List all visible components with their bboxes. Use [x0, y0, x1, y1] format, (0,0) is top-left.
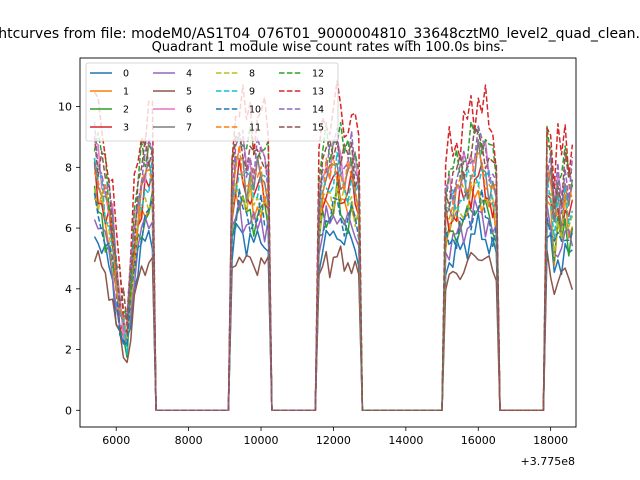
y-tick-label: 6 [65, 222, 72, 235]
chart-title: Quadrant 1 module wise count rates with … [152, 40, 505, 55]
x-tick-label: 14000 [388, 434, 423, 447]
y-tick-label: 10 [58, 101, 72, 114]
series-line-module-14 [93, 122, 574, 412]
legend-label: 1 [123, 87, 129, 98]
legend-label: 0 [123, 69, 129, 80]
x-tick-label: 12000 [316, 434, 351, 447]
x-tick-label: 10000 [244, 434, 279, 447]
y-tick-label: 0 [65, 404, 72, 417]
legend-label: 8 [249, 69, 255, 80]
y-tick-label: 4 [65, 283, 72, 296]
legend-box [85, 62, 339, 142]
series-line-module-0 [93, 212, 573, 412]
legend-label: 4 [186, 69, 192, 80]
legend-label: 11 [249, 123, 261, 134]
legend-label: 9 [249, 87, 255, 98]
series-line-module-15 [93, 126, 574, 412]
x-tick-label: 18000 [533, 434, 568, 447]
x-axis-ticks: 6000 8000 10000 12000 14000 16000 18000 [102, 427, 568, 447]
legend-label: 6 [186, 105, 192, 116]
y-axis-ticks: 0 2 4 6 8 10 [58, 101, 80, 417]
y-tick-label: 8 [65, 161, 72, 174]
y-tick-label: 2 [65, 344, 72, 357]
legend-label: 13 [312, 87, 324, 98]
x-axis-offset-label: +3.775e8 [521, 455, 575, 468]
x-tick-label: 6000 [102, 434, 130, 447]
legend-label: 5 [186, 87, 192, 98]
legend-label: 3 [123, 123, 129, 134]
legend-label: 15 [312, 123, 324, 134]
series-line-module-10 [93, 188, 574, 412]
x-tick-label: 8000 [175, 434, 203, 447]
legend-label: 12 [312, 69, 324, 80]
series-line-module-9 [93, 151, 574, 412]
figure-suptitle: Lightcurves from file: modeM0/AS1T04_076… [0, 26, 640, 42]
axes-frame [79, 57, 577, 428]
legend-label: 7 [186, 123, 192, 134]
x-tick-label: 16000 [461, 434, 496, 447]
series-line-module-5 [93, 245, 574, 412]
legend-label: 2 [123, 105, 129, 116]
series-line-module-11 [93, 144, 574, 412]
legend-label: 14 [312, 105, 324, 116]
legend-label: 10 [249, 105, 261, 116]
series-line-module-3 [93, 158, 574, 412]
